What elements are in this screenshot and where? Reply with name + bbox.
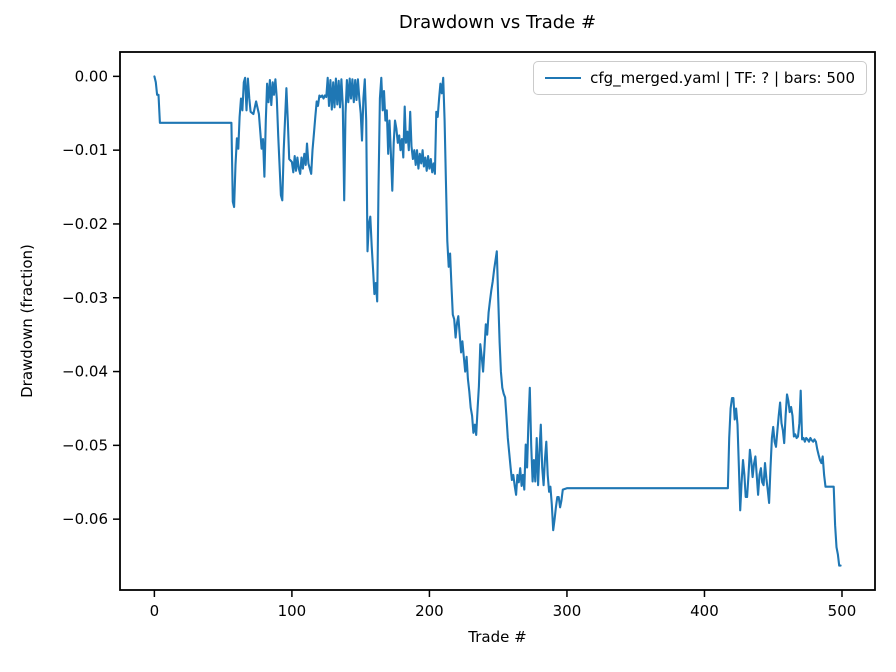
x-tick-label: 300: [553, 602, 582, 620]
y-tick-label: −0.01: [62, 141, 108, 159]
x-tick-label: 400: [690, 602, 719, 620]
y-tick-label: −0.06: [62, 510, 108, 528]
x-tick-label: 500: [828, 602, 857, 620]
series-line: [153, 75, 842, 567]
y-tick-label: −0.04: [62, 363, 108, 381]
axes-spines: [119, 51, 876, 591]
chart-title: Drawdown vs Trade #: [398, 12, 597, 33]
x-tick-label: 0: [150, 602, 160, 620]
y-axis-label: Drawdown (fraction): [18, 244, 36, 398]
y-tick-label: 0.00: [75, 67, 108, 85]
x-tick-label: 200: [415, 602, 444, 620]
y-tick-label: −0.05: [62, 436, 108, 454]
x-tick-label: 100: [278, 602, 307, 620]
x-axis-label: Trade #: [468, 628, 527, 646]
legend: cfg_merged.yaml | TF: ? | bars: 500: [533, 61, 867, 95]
y-tick-label: −0.03: [62, 289, 108, 307]
legend-entry-label: cfg_merged.yaml | TF: ? | bars: 500: [590, 69, 855, 87]
legend-line-sample-icon: [545, 77, 582, 79]
y-tick-label: −0.02: [62, 215, 108, 233]
